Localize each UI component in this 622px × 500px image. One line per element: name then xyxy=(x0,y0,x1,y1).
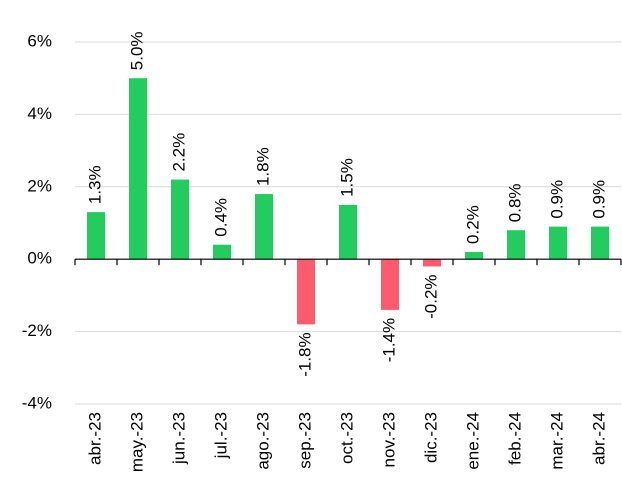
value-label: 0.4% xyxy=(211,198,230,237)
bar xyxy=(87,212,105,260)
bar xyxy=(423,259,441,267)
bar xyxy=(255,194,273,260)
x-tick-label: jun.-23 xyxy=(169,412,188,465)
value-label: 1.5% xyxy=(337,158,356,197)
bar xyxy=(465,251,483,260)
x-tick-label: abr.-24 xyxy=(589,412,608,465)
bar xyxy=(381,259,399,310)
x-tick-label: ene.-24 xyxy=(463,412,482,470)
x-tick-label: ago.-23 xyxy=(253,412,272,470)
x-tick-label: abr.-23 xyxy=(85,412,104,465)
value-label: 0.2% xyxy=(463,205,482,244)
y-tick-label: 6% xyxy=(27,31,52,50)
value-label: -1.8% xyxy=(295,332,314,376)
bar xyxy=(549,226,567,260)
value-label: -1.4% xyxy=(379,318,398,362)
bar xyxy=(339,204,357,260)
value-label: 2.2% xyxy=(169,133,188,172)
value-label: -0.2% xyxy=(421,274,440,318)
x-tick-label: oct.-23 xyxy=(337,412,356,464)
y-tick-label: -2% xyxy=(22,321,52,340)
x-tick-label: nov.-23 xyxy=(379,412,398,467)
value-label: 0.8% xyxy=(505,183,524,222)
value-label: 1.3% xyxy=(85,165,104,204)
value-label: 5.0% xyxy=(127,31,146,70)
x-tick-label: sep.-23 xyxy=(295,412,314,469)
value-label: 0.9% xyxy=(547,180,566,219)
value-label: 1.8% xyxy=(253,147,272,186)
x-tick-label: feb.-24 xyxy=(505,412,524,465)
bar xyxy=(213,244,231,260)
bar xyxy=(297,259,315,325)
x-tick-label: dic.-23 xyxy=(421,412,440,463)
x-tick-label: may.-23 xyxy=(127,412,146,472)
y-tick-label: -4% xyxy=(22,393,52,412)
bar xyxy=(507,230,525,260)
bar xyxy=(129,78,147,260)
bar xyxy=(591,226,609,260)
x-tick-label: mar.-24 xyxy=(547,412,566,470)
bar xyxy=(171,179,189,260)
y-tick-label: 4% xyxy=(27,104,52,123)
value-label: 0.9% xyxy=(589,180,608,219)
y-tick-label: 0% xyxy=(27,249,52,268)
x-tick-label: jul.-23 xyxy=(211,412,230,459)
y-tick-label: 2% xyxy=(27,176,52,195)
